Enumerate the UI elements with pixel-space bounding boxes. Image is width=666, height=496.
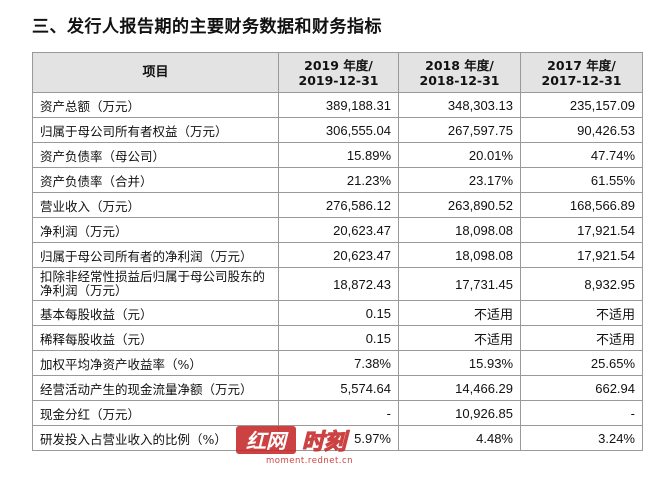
cell-2019: 389,188.31 (278, 92, 399, 118)
cell-2019: 276,586.12 (278, 192, 399, 218)
row-label: 基本每股收益（元） (32, 300, 279, 326)
cell-2017: 25.65% (520, 350, 643, 376)
row-label: 现金分红（万元） (32, 400, 279, 426)
table-row: 现金分红（万元） - 10,926.85 - (32, 400, 643, 426)
table-row: 基本每股收益（元） 0.15 不适用 不适用 (32, 300, 643, 326)
cell-2017: 235,157.09 (520, 92, 643, 118)
table-row: 营业收入（万元） 276,586.12 263,890.52 168,566.8… (32, 192, 643, 218)
watermark-logo-text: 红网 (246, 429, 289, 453)
cell-2019: 20,623.47 (278, 242, 399, 268)
cell-2018: 263,890.52 (398, 192, 521, 218)
cell-2017: 不适用 (520, 300, 643, 326)
header-2018-line2: 2018-12-31 (419, 72, 500, 88)
cell-2018: 15.93% (398, 350, 521, 376)
header-item: 项目 (32, 52, 279, 93)
cell-2019: 5.97% (278, 425, 399, 451)
header-2018-line1: 2018 年度/ (425, 57, 494, 73)
table-row: 归属于母公司所有者权益（万元） 306,555.04 267,597.75 90… (32, 117, 643, 143)
header-2017: 2017 年度/ 2017-12-31 (520, 52, 643, 93)
watermark-logo-text2: 时刻 (302, 429, 350, 455)
cell-2017: - (520, 400, 643, 426)
row-label: 稀释每股收益（元） (32, 325, 279, 351)
cell-2017: 47.74% (520, 142, 643, 168)
table-row: 稀释每股收益（元） 0.15 不适用 不适用 (32, 325, 643, 351)
header-2017-line1: 2017 年度/ (547, 57, 616, 73)
header-2019: 2019 年度/ 2019-12-31 (278, 52, 399, 93)
row-label: 加权平均净资产收益率（%） (32, 350, 279, 376)
row-label: 营业收入（万元） (32, 192, 279, 218)
cell-2017: 17,921.54 (520, 217, 643, 243)
row-label: 净利润（万元） (32, 217, 279, 243)
watermark-url: moment.rednet.cn (266, 456, 354, 466)
table-row: 研发投入占营业收入的比例（%） 5.97% 4.48% 3.24% (32, 425, 643, 451)
row-label: 资产总额（万元） (32, 92, 279, 118)
table-row: 资产总额（万元） 389,188.31 348,303.13 235,157.0… (32, 92, 643, 118)
financial-data-table: 项目 2019 年度/ 2019-12-31 2018 年度/ 2018-12-… (32, 52, 643, 451)
cell-2018: 348,303.13 (398, 92, 521, 118)
cell-2018: 10,926.85 (398, 400, 521, 426)
cell-2019: - (278, 400, 399, 426)
table-row: 资产负债率（合并） 21.23% 23.17% 61.55% (32, 167, 643, 193)
cell-2018: 18,098.08 (398, 217, 521, 243)
cell-2019: 0.15 (278, 300, 399, 326)
cell-2019: 7.38% (278, 350, 399, 376)
row-label: 经营活动产生的现金流量净额（万元） (32, 375, 279, 401)
cell-2017: 3.24% (520, 425, 643, 451)
cell-2019: 5,574.64 (278, 375, 399, 401)
table-row: 净利润（万元） 20,623.47 18,098.08 17,921.54 (32, 217, 643, 243)
cell-2017: 90,426.53 (520, 117, 643, 143)
cell-2018: 不适用 (398, 300, 521, 326)
cell-2019: 21.23% (278, 167, 399, 193)
cell-2018: 17,731.45 (398, 267, 521, 301)
cell-2019: 15.89% (278, 142, 399, 168)
row-label: 扣除非经常性损益后归属于母公司股东的净利润（万元） (32, 267, 279, 301)
cell-2017: 168,566.89 (520, 192, 643, 218)
cell-2018: 18,098.08 (398, 242, 521, 268)
header-2018: 2018 年度/ 2018-12-31 (398, 52, 521, 93)
row-label: 归属于母公司所有者的净利润（万元） (32, 242, 279, 268)
table-row: 加权平均净资产收益率（%） 7.38% 15.93% 25.65% (32, 350, 643, 376)
row-label: 归属于母公司所有者权益（万元） (32, 117, 279, 143)
header-2017-line2: 2017-12-31 (541, 72, 622, 88)
cell-2018: 267,597.75 (398, 117, 521, 143)
rednet-watermark: 红网 时刻 moment.rednet.cn (236, 424, 408, 468)
cell-2018: 14,466.29 (398, 375, 521, 401)
table-row: 资产负债率（母公司） 15.89% 20.01% 47.74% (32, 142, 643, 168)
page-title: 三、发行人报告期的主要财务数据和财务指标 (32, 17, 382, 37)
rednet-logo-icon: 红网 时刻 (236, 426, 351, 456)
header-2019-line2: 2019-12-31 (298, 72, 379, 88)
cell-2019: 306,555.04 (278, 117, 399, 143)
cell-2019: 18,872.43 (278, 267, 399, 301)
cell-2017: 17,921.54 (520, 242, 643, 268)
table-row: 扣除非经常性损益后归属于母公司股东的净利润（万元） 18,872.43 17,7… (32, 267, 643, 301)
cell-2018: 4.48% (398, 425, 521, 451)
table-header-row: 项目 2019 年度/ 2019-12-31 2018 年度/ 2018-12-… (32, 52, 643, 93)
row-label: 资产负债率（母公司） (32, 142, 279, 168)
cell-2017: 8,932.95 (520, 267, 643, 301)
cell-2018: 23.17% (398, 167, 521, 193)
cell-2017: 662.94 (520, 375, 643, 401)
cell-2018: 20.01% (398, 142, 521, 168)
cell-2017: 不适用 (520, 325, 643, 351)
cell-2019: 0.15 (278, 325, 399, 351)
cell-2018: 不适用 (398, 325, 521, 351)
cell-2019: 20,623.47 (278, 217, 399, 243)
table-row: 归属于母公司所有者的净利润（万元） 20,623.47 18,098.08 17… (32, 242, 643, 268)
row-label: 资产负债率（合并） (32, 167, 279, 193)
header-2019-line1: 2019 年度/ (304, 57, 373, 73)
cell-2017: 61.55% (520, 167, 643, 193)
table-row: 经营活动产生的现金流量净额（万元） 5,574.64 14,466.29 662… (32, 375, 643, 401)
